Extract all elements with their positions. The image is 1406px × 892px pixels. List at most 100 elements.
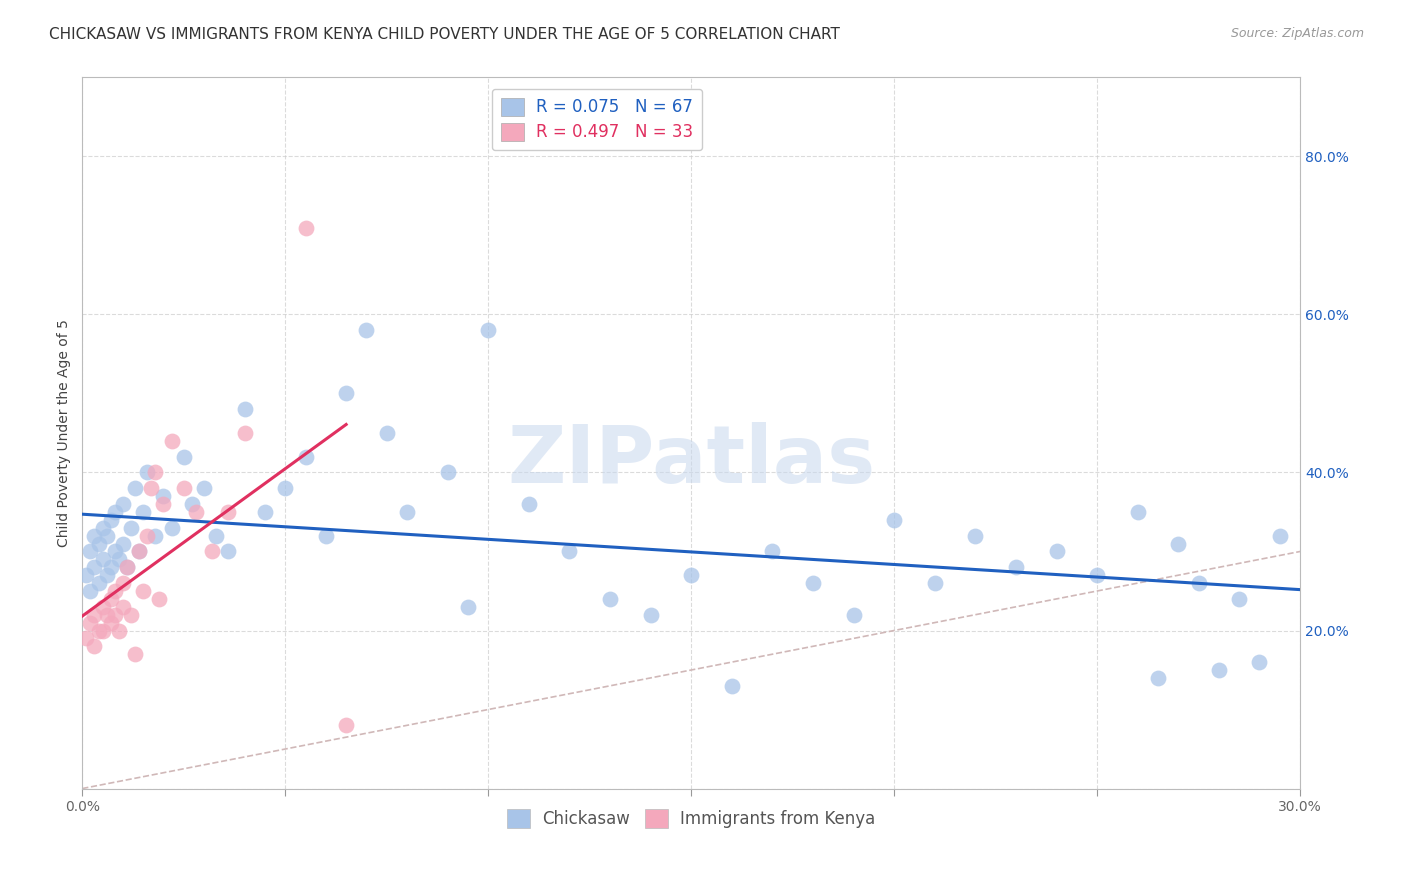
Point — [375, 425, 398, 440]
Point — [965, 529, 987, 543]
Point — [96, 568, 118, 582]
Point — [111, 536, 134, 550]
Point — [217, 544, 239, 558]
Point — [83, 640, 105, 654]
Point — [87, 536, 110, 550]
Point — [79, 615, 101, 630]
Point — [111, 599, 134, 614]
Point — [104, 584, 127, 599]
Point — [91, 521, 114, 535]
Point — [801, 576, 824, 591]
Point — [173, 481, 195, 495]
Point — [128, 544, 150, 558]
Point — [1005, 560, 1028, 574]
Point — [1126, 505, 1149, 519]
Point — [104, 607, 127, 622]
Point — [184, 505, 207, 519]
Point — [205, 529, 228, 543]
Point — [173, 450, 195, 464]
Point — [111, 576, 134, 591]
Point — [924, 576, 946, 591]
Point — [124, 481, 146, 495]
Point — [160, 521, 183, 535]
Point — [1227, 591, 1250, 606]
Point — [128, 544, 150, 558]
Point — [1045, 544, 1067, 558]
Point — [104, 505, 127, 519]
Point — [395, 505, 418, 519]
Point — [640, 607, 662, 622]
Point — [104, 544, 127, 558]
Point — [315, 529, 337, 543]
Point — [111, 497, 134, 511]
Point — [335, 386, 357, 401]
Point — [1268, 529, 1291, 543]
Point — [136, 466, 159, 480]
Point — [83, 560, 105, 574]
Point — [75, 632, 97, 646]
Point — [87, 624, 110, 638]
Point — [558, 544, 581, 558]
Point — [1208, 663, 1230, 677]
Point — [132, 505, 155, 519]
Point — [1249, 655, 1271, 669]
Point — [233, 425, 256, 440]
Point — [356, 323, 378, 337]
Point — [79, 584, 101, 599]
Point — [517, 497, 540, 511]
Point — [143, 529, 166, 543]
Point — [124, 647, 146, 661]
Point — [91, 624, 114, 638]
Point — [152, 497, 174, 511]
Point — [75, 568, 97, 582]
Text: CHICKASAW VS IMMIGRANTS FROM KENYA CHILD POVERTY UNDER THE AGE OF 5 CORRELATION : CHICKASAW VS IMMIGRANTS FROM KENYA CHILD… — [49, 27, 841, 42]
Point — [842, 607, 865, 622]
Point — [100, 591, 122, 606]
Y-axis label: Child Poverty Under the Age of 5: Child Poverty Under the Age of 5 — [58, 319, 72, 547]
Point — [599, 591, 621, 606]
Point — [761, 544, 783, 558]
Point — [1187, 576, 1209, 591]
Legend: Chickasaw, Immigrants from Kenya: Chickasaw, Immigrants from Kenya — [501, 804, 882, 834]
Point — [136, 529, 159, 543]
Point — [100, 513, 122, 527]
Point — [141, 481, 163, 495]
Text: ZIPatlas: ZIPatlas — [508, 423, 876, 500]
Point — [1147, 671, 1170, 685]
Point — [720, 679, 742, 693]
Point — [233, 402, 256, 417]
Point — [160, 434, 183, 448]
Point — [87, 576, 110, 591]
Point — [180, 497, 202, 511]
Point — [152, 489, 174, 503]
Point — [436, 466, 458, 480]
Point — [132, 584, 155, 599]
Point — [96, 607, 118, 622]
Point — [143, 466, 166, 480]
Point — [274, 481, 297, 495]
Point — [883, 513, 905, 527]
Point — [1167, 536, 1189, 550]
Point — [100, 615, 122, 630]
Point — [681, 568, 703, 582]
Point — [91, 599, 114, 614]
Point — [96, 529, 118, 543]
Point — [108, 624, 131, 638]
Point — [457, 599, 479, 614]
Point — [335, 718, 357, 732]
Point — [91, 552, 114, 566]
Point — [294, 450, 316, 464]
Point — [253, 505, 276, 519]
Point — [79, 544, 101, 558]
Point — [115, 560, 138, 574]
Point — [201, 544, 224, 558]
Point — [115, 560, 138, 574]
Point — [83, 607, 105, 622]
Point — [83, 529, 105, 543]
Point — [148, 591, 170, 606]
Point — [1085, 568, 1108, 582]
Point — [193, 481, 215, 495]
Point — [217, 505, 239, 519]
Text: Source: ZipAtlas.com: Source: ZipAtlas.com — [1230, 27, 1364, 40]
Point — [477, 323, 499, 337]
